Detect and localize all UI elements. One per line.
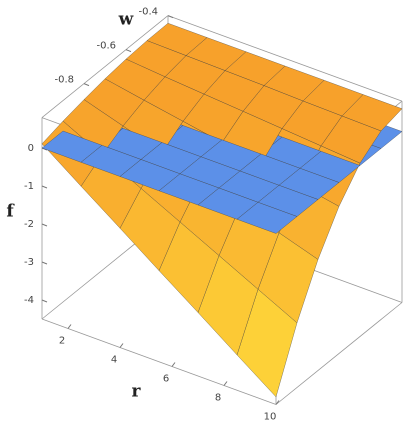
x-tick-label: 10 [264,412,277,423]
z-tick-label: -2 [24,219,34,230]
x-axis-title: r [132,382,142,402]
x-tick [223,381,228,386]
x-tick [275,400,280,405]
y-axis-title: w [118,10,134,30]
z-tick-label: -1 [24,181,34,192]
x-tick [67,324,72,329]
labels: w f r -4 -3 -2 -1 0 2 4 6 8 10 -0.8 -0.6 -0.4 [6,7,276,423]
x-tick [171,362,176,367]
x-tick-label: 2 [59,336,65,347]
z-tick [41,261,48,265]
surfaces [41,22,403,398]
box-edge [41,15,169,118]
z-tick-label: -3 [24,257,34,268]
z-tick [41,185,48,189]
y-tick-label: -0.6 [96,41,116,52]
z-axis-title: f [6,202,15,222]
x-tick-label: 4 [111,355,117,366]
y-tick [125,49,132,53]
x-tick-label: 6 [163,374,169,385]
box-edge [275,302,403,405]
y-tick [83,83,90,87]
z-tick [41,299,48,303]
z-tick [41,223,48,227]
box-edge [41,318,277,405]
y-tick-label: -0.4 [138,7,158,18]
x-tick-label: 8 [215,393,221,404]
y-tick-label: -0.8 [54,75,74,86]
x-tick [119,343,124,348]
y-tick [167,15,174,19]
z-tick-label: -4 [24,295,34,306]
z-tick-label: 0 [28,143,34,154]
box-edge [167,15,403,102]
plane-patch [236,202,298,234]
